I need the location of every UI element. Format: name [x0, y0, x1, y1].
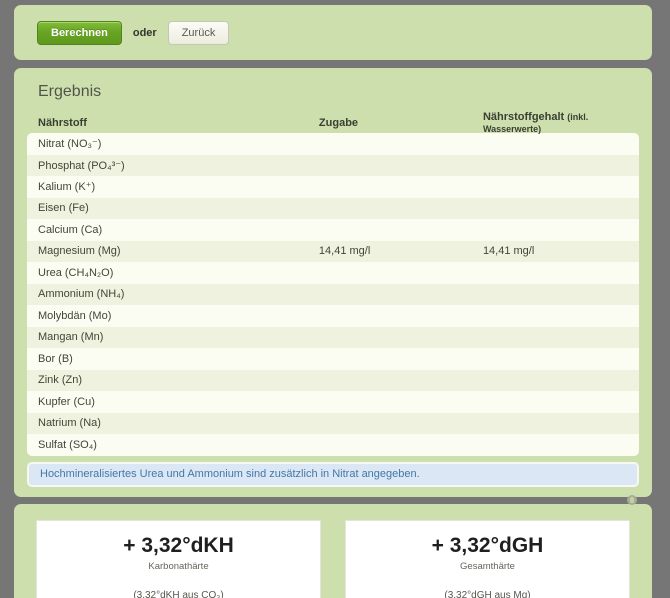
table-row: Ammonium (NH₄)	[27, 283, 639, 305]
table-row: Bor (B)	[27, 348, 639, 370]
column-header-content-note: (inkl. Wasserwerte)	[482, 112, 589, 134]
nutrient-label: Magnesium (Mg)	[38, 245, 121, 258]
info-note: Hochmineralisiertes Urea und Ammonium si…	[27, 461, 639, 487]
nutrient-label: Calcium (Ca)	[38, 223, 103, 236]
nutrient-label: Phosphat (PO₄³⁻)	[38, 159, 125, 172]
total-hardness-card: + 3,32°dGH Gesamthärte (3,32°dGH aus Mg)	[345, 520, 630, 598]
action-panel: Berechnen oder Zurück	[14, 5, 652, 60]
nutrient-label: Kalium (K⁺)	[38, 181, 96, 194]
table-row: Molybdän (Mo)	[27, 305, 639, 327]
table-row: Natrium (Na)	[27, 412, 639, 434]
table-row: Mangan (Mn)	[27, 326, 639, 348]
carbonate-hardness-card: + 3,32°dKH Karbonathärte (3,32°dKH aus C…	[36, 520, 321, 598]
back-button[interactable]: Zurück	[167, 20, 230, 45]
nutrient-label: Eisen (Fe)	[38, 202, 89, 215]
nutrient-label: Bor (B)	[38, 352, 73, 365]
or-label: oder	[132, 26, 157, 39]
results-table: Nitrat (NO₃⁻) Phosphat (PO₄³⁻) Kalium (K…	[27, 133, 639, 456]
calculate-button[interactable]: Berechnen	[37, 20, 122, 45]
total-hardness-value: + 3,32°dGH	[431, 534, 544, 557]
table-row: Calcium (Ca)	[27, 219, 639, 241]
nutrient-label: Nitrat (NO₃⁻)	[38, 138, 102, 151]
dose-value: 14,41 mg/l	[318, 245, 371, 258]
nutrient-label: Molybdän (Mo)	[38, 309, 112, 322]
nutrient-label: Ammonium (NH₄)	[38, 288, 125, 301]
table-row: Kupfer (Cu)	[27, 391, 639, 413]
table-row: Urea (CH₄N₂O)	[27, 262, 639, 284]
results-panel: Ergebnis Nährstoff Zugabe Nährstoffgehal…	[14, 68, 652, 505]
carbonate-hardness-detail: (3,32°dKH aus CO₃)	[133, 590, 224, 598]
results-title: Ergebnis	[38, 83, 102, 100]
table-row: Nitrat (NO₃⁻)	[27, 133, 639, 155]
nutrient-label: Kupfer (Cu)	[38, 395, 95, 408]
total-hardness-detail: (3,32°dGH aus Mg)	[444, 590, 531, 598]
column-header-content: Nährstoffgehalt (inkl. Wasserwerte)	[482, 111, 589, 134]
nutrient-label: Natrium (Na)	[38, 417, 101, 430]
nutrient-label: Sulfat (SO₄)	[38, 438, 97, 451]
hardness-panel: + 3,32°dKH Karbonathärte (3,32°dKH aus C…	[14, 504, 652, 598]
table-row: Magnesium (Mg) 14,41 mg/l 14,41 mg/l	[27, 240, 639, 262]
nutrient-label: Mangan (Mn)	[38, 331, 104, 344]
carbonate-hardness-label: Karbonathärte	[148, 561, 209, 572]
circle-badge-icon	[627, 494, 637, 505]
column-header-nutrient: Nährstoff	[38, 117, 87, 129]
table-row: Eisen (Fe)	[27, 197, 639, 219]
table-row: Zink (Zn)	[27, 369, 639, 391]
carbonate-hardness-value: + 3,32°dKH	[123, 534, 234, 557]
table-row: Phosphat (PO₄³⁻)	[27, 154, 639, 176]
results-table-header: Nährstoff Zugabe Nährstoffgehalt (inkl. …	[27, 111, 639, 134]
content-value: 14,41 mg/l	[482, 245, 535, 258]
nutrient-label: Zink (Zn)	[38, 374, 82, 387]
table-row: Kalium (K⁺)	[27, 176, 639, 198]
column-header-dose: Zugabe	[318, 117, 359, 129]
nutrient-label: Urea (CH₄N₂O)	[38, 266, 114, 279]
table-row: Sulfat (SO₄)	[27, 434, 639, 456]
total-hardness-label: Gesamthärte	[460, 561, 515, 572]
